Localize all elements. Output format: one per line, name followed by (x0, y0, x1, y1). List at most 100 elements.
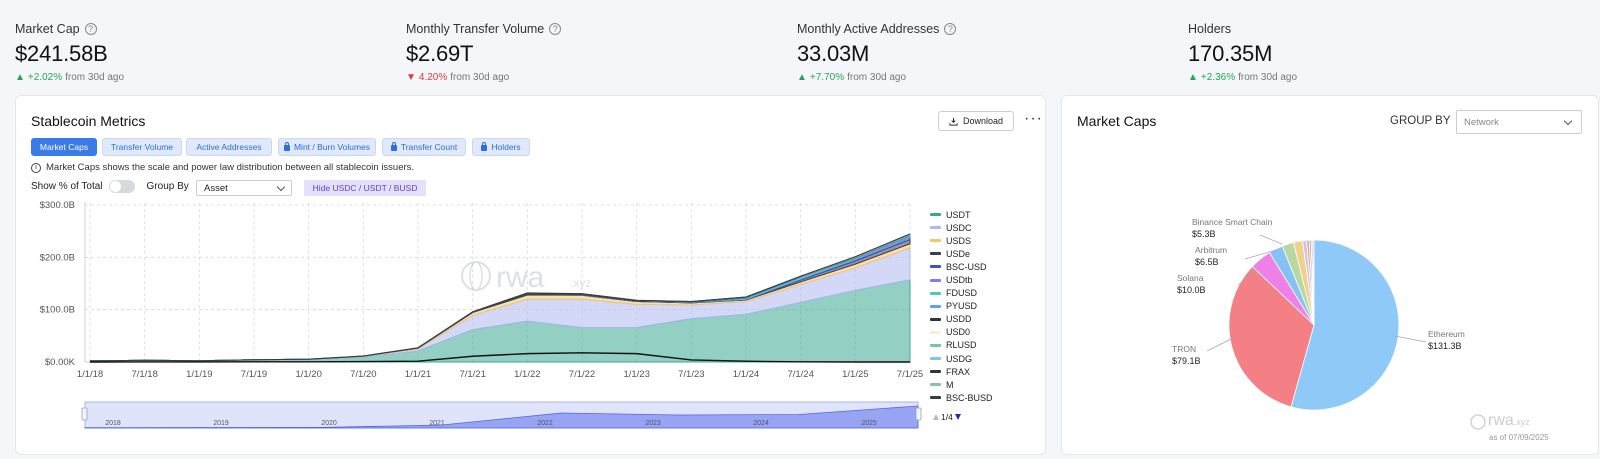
legend-item[interactable]: USDT (930, 208, 993, 221)
stat-label-text: Monthly Active Addresses (797, 22, 940, 36)
tab-label: Market Caps (39, 142, 89, 152)
navigator-year-label: 2019 (213, 420, 229, 427)
stat-label-text: Market Cap (15, 22, 80, 36)
pie-label-name: TRON (1172, 344, 1197, 354)
more-options-button[interactable]: ··· (1024, 110, 1043, 127)
info-icon: i (31, 162, 41, 173)
legend-swatch (930, 383, 941, 387)
pie-leader-line (1394, 335, 1427, 343)
x-tick-label: 1/1/20 (295, 369, 321, 380)
market-caps-pie-chart (1206, 234, 1486, 430)
as-of-date: as of 07/09/2025 (1489, 433, 1549, 442)
legend-item[interactable]: USDe (930, 247, 993, 260)
download-label: Download (962, 116, 1004, 126)
help-icon[interactable]: ? (84, 23, 97, 35)
legend-label: FRAX (946, 366, 971, 377)
stat-change: ▲ +7.70% from 30d ago (797, 72, 1177, 83)
card-title: Stablecoin Metrics (31, 113, 146, 129)
x-tick-label: 7/1/18 (131, 369, 157, 380)
legend-label: USDtb (946, 275, 973, 286)
download-button[interactable]: Download (938, 111, 1014, 131)
legend-swatch (930, 252, 941, 256)
arrow-up-icon: ▲ (1188, 72, 1198, 83)
show-percent-control: Show % of Total Group By (31, 180, 189, 193)
legend-label: USDT (946, 209, 971, 220)
legend-swatch (930, 291, 941, 295)
tab-market-caps[interactable]: Market Caps (31, 138, 97, 156)
network-select[interactable]: Network (1456, 110, 1582, 134)
legend-item[interactable]: BSC-USD (930, 260, 993, 273)
legend-item[interactable]: USD0 (930, 326, 993, 339)
change-suffix: from 30d ago (450, 72, 510, 83)
change-suffix: from 30d ago (1238, 72, 1298, 83)
legend-swatch (930, 304, 941, 308)
stat-value: 170.35M (1188, 41, 1273, 66)
legend-item[interactable]: BSC-BUSD (930, 391, 993, 404)
pie-slice-tron[interactable] (1228, 265, 1315, 408)
page-down-icon[interactable] (954, 414, 961, 420)
info-text: Market Caps shows the scale and power la… (46, 162, 415, 173)
tab-transfer-volume[interactable]: Transfer Volume (102, 138, 182, 156)
x-tick-label: 1/1/22 (514, 369, 540, 380)
market-caps-card: Market Caps GROUP BY Network rwa.xyz as … (1061, 95, 1599, 455)
tab-mint-burn-volumes[interactable]: Mint / Burn Volumes (278, 138, 376, 156)
info-line: i Market Caps shows the scale and power … (31, 162, 414, 173)
legend-item[interactable]: FRAX (930, 365, 993, 378)
navigator-year-label: 2021 (429, 420, 445, 427)
pie-slice-other-6[interactable] (1312, 239, 1315, 326)
legend-label: USDC (946, 222, 972, 233)
legend-item[interactable]: FDUSD (930, 287, 993, 300)
legend-label: USDe (946, 248, 971, 259)
help-icon[interactable]: ? (944, 23, 957, 35)
navigator-year-label: 2022 (537, 420, 553, 427)
pie-label: Binance Smart Chain $5.3B (1192, 217, 1272, 240)
pie-label-value: $79.1B (1172, 355, 1201, 366)
navigator-year-label: 2024 (753, 420, 769, 427)
stat-change: ▲ +2.36% from 30d ago (1188, 72, 1568, 83)
x-tick-label: 7/1/25 (897, 369, 923, 380)
legend-swatch (930, 370, 941, 374)
change-percent: 4.20% (418, 72, 448, 83)
pie-label-name: Ethereum (1428, 329, 1465, 339)
stat-label: Monthly Active Addresses? (797, 22, 1177, 36)
legend-swatch (930, 213, 941, 217)
legend-label: M (946, 379, 954, 390)
legend-swatch (930, 396, 941, 400)
stat-label-text: Holders (1188, 22, 1232, 36)
group-by-value: Asset (204, 182, 228, 194)
legend-item[interactable]: USDD (930, 313, 993, 326)
legend-item[interactable]: M (930, 378, 993, 391)
pager-label: 1/4 (941, 412, 953, 422)
help-icon[interactable]: ? (549, 23, 562, 35)
legend-swatch (930, 239, 941, 243)
navigator-year-label: 2020 (321, 420, 337, 427)
stat-card: Market Cap? $241.58B ▲ +2.02% from 30d ago (15, 22, 395, 83)
tab-holders[interactable]: Holders (472, 138, 530, 156)
page-up-icon[interactable] (933, 414, 939, 420)
show-percent-toggle[interactable] (108, 180, 135, 193)
pie-label-name: Arbitrum (1195, 245, 1228, 255)
navigator-year-label: 2025 (861, 420, 877, 427)
download-icon (949, 117, 958, 126)
pie-label-value: $5.3B (1192, 228, 1216, 239)
show-percent-label: Show % of Total (31, 181, 103, 192)
tab-active-addresses[interactable]: Active Addresses (186, 138, 272, 156)
group-by-label: Group By (146, 181, 189, 192)
legend-item[interactable]: PYUSD (930, 300, 993, 313)
legend-label: FDUSD (946, 288, 977, 299)
legend-item[interactable]: USDS (930, 234, 993, 247)
stat-label: Holders (1188, 22, 1568, 36)
arrow-up-icon: ▲ (797, 72, 807, 83)
stat-label: Market Cap? (15, 22, 395, 36)
group-by-select[interactable]: Asset (196, 180, 292, 196)
hide-usdc-usdt-busd-button[interactable]: Hide USDC / USDT / BUSD (304, 180, 426, 196)
x-tick-label: 7/1/20 (350, 369, 376, 380)
tab-transfer-count[interactable]: Transfer Count (382, 138, 466, 156)
watermark-suffix: .xyz (1513, 417, 1530, 427)
legend-item[interactable]: USDC (930, 221, 993, 234)
legend-item[interactable]: RLUSD (930, 339, 993, 352)
pie-leader-line (1237, 267, 1260, 286)
legend-item[interactable]: USDtb (930, 273, 993, 286)
legend-item[interactable]: USDG (930, 352, 993, 365)
x-tick-label: 7/1/21 (459, 369, 485, 380)
